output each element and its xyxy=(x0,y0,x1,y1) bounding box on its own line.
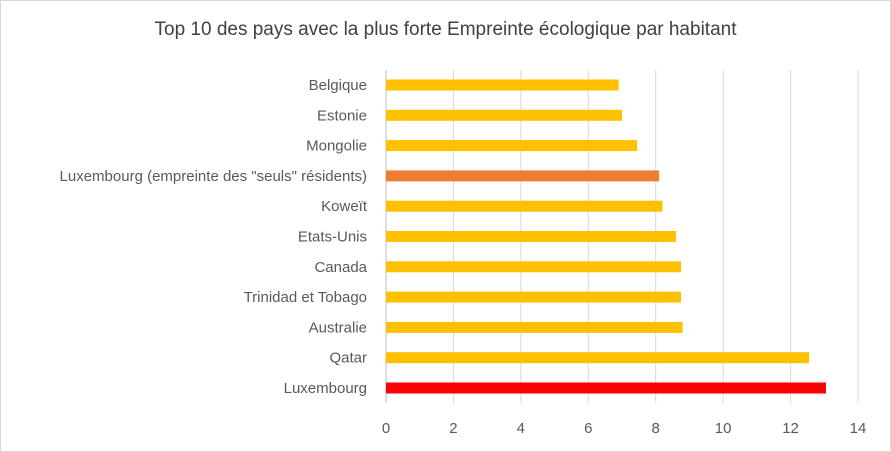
x-tick-label: 8 xyxy=(652,420,660,437)
category-label: Luxembourg (empreinte des "seuls" réside… xyxy=(60,168,367,185)
chart-title: Top 10 des pays avec la plus forte Empre… xyxy=(154,19,737,40)
bar xyxy=(386,170,660,182)
x-tick-label: 10 xyxy=(715,420,732,437)
category-label: Estonie xyxy=(317,107,367,124)
x-tick-label: 6 xyxy=(584,420,592,437)
category-labels: Belgique Estonie Mongolie Luxembourg (empre… xyxy=(60,77,368,397)
category-label: Mongolie xyxy=(306,138,367,155)
bar xyxy=(386,382,826,394)
category-label: Koweït xyxy=(321,198,368,215)
bar xyxy=(386,352,810,364)
bar xyxy=(386,79,619,91)
category-label: Canada xyxy=(314,259,367,276)
category-label: Etats-Unis xyxy=(298,229,367,246)
x-tick-label: 2 xyxy=(449,420,457,437)
x-tick-labels: 0 2 4 6 8 10 12 14 xyxy=(382,420,867,437)
bar xyxy=(386,140,638,152)
bar xyxy=(386,291,681,303)
category-label: Trinidad et Tobago xyxy=(244,289,367,306)
x-tick-label: 14 xyxy=(850,420,867,437)
x-tick-label: 12 xyxy=(782,420,799,437)
bar xyxy=(386,321,683,333)
category-label: Luxembourg xyxy=(284,380,367,397)
bars xyxy=(386,79,826,394)
bar xyxy=(386,109,622,121)
x-tick-label: 0 xyxy=(382,420,390,437)
bar xyxy=(386,200,663,212)
bar xyxy=(386,261,681,273)
category-label: Australie xyxy=(309,319,367,336)
x-tick-label: 4 xyxy=(517,420,525,437)
category-label: Qatar xyxy=(329,350,367,367)
bar xyxy=(386,231,676,242)
category-label: Belgique xyxy=(309,77,367,94)
